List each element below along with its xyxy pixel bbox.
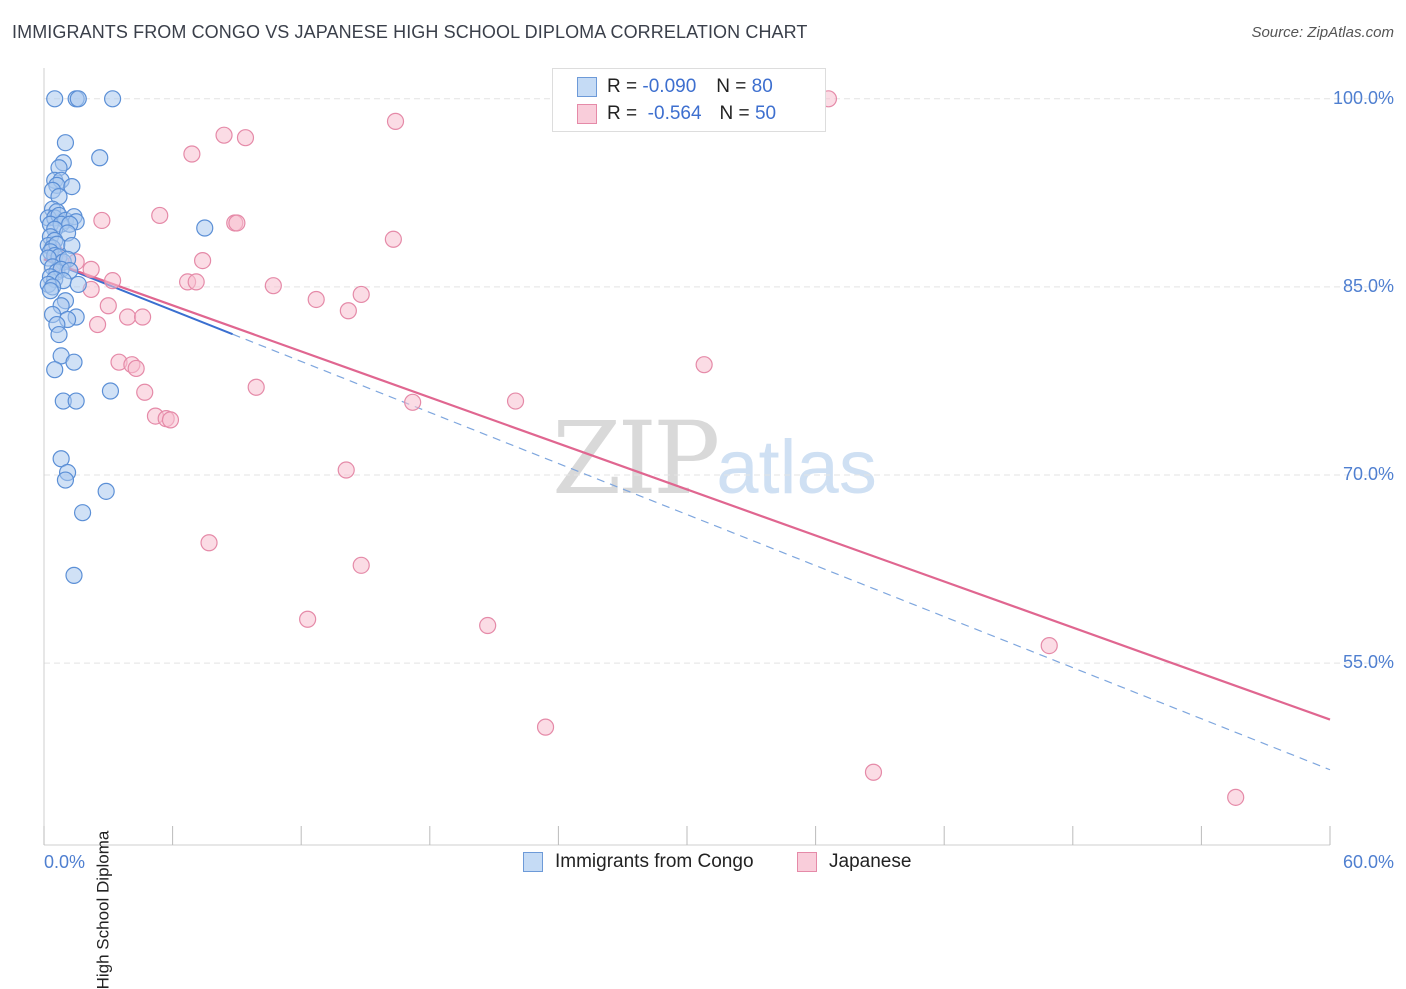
data-point-japanese <box>183 145 201 163</box>
series-legend: Immigrants from Congo Japanese <box>0 851 1406 879</box>
data-point-congo <box>41 282 60 300</box>
data-point-congo <box>52 450 70 468</box>
legend-congo-swatch <box>523 852 543 872</box>
data-point-japanese <box>264 277 282 295</box>
y-tick-label: 70.0% <box>1342 464 1394 485</box>
n-label-japanese: N = <box>719 103 750 124</box>
data-point-congo <box>65 566 83 584</box>
data-point-congo <box>46 361 64 379</box>
data-point-congo <box>101 382 120 400</box>
data-point-japanese <box>93 211 111 230</box>
r-value-japanese: -0.564 <box>647 103 702 124</box>
y-tick-label: 100.0% <box>1332 87 1394 108</box>
data-point-japanese <box>339 302 357 320</box>
legend-row-japanese: R = -0.564 N = 50 <box>577 102 776 126</box>
data-point-japanese <box>506 392 525 410</box>
data-point-congo <box>65 353 83 371</box>
n-label-congo: N = <box>716 76 747 97</box>
legend-item-congo: Immigrants from Congo <box>523 851 754 873</box>
japanese-swatch <box>577 104 597 124</box>
n-value-congo: 80 <box>751 76 773 97</box>
data-point-congo <box>103 90 122 108</box>
data-point-japanese <box>386 112 405 130</box>
data-point-japanese <box>479 616 497 635</box>
y-tick-label: 85.0% <box>1342 275 1394 296</box>
r-label-congo: R = <box>607 76 638 97</box>
trend-line-congo-dashed <box>232 333 1331 771</box>
data-point-japanese <box>307 290 325 309</box>
data-point-congo <box>63 177 81 196</box>
data-point-japanese <box>247 378 265 396</box>
data-point-congo <box>67 392 85 410</box>
data-point-japanese <box>864 763 883 781</box>
data-point-congo <box>46 90 64 108</box>
y-tick-label: 55.0% <box>1342 652 1394 673</box>
data-point-japanese <box>236 129 255 147</box>
legend-item-japanese: Japanese <box>797 851 911 873</box>
chart-title: IMMIGRANTS FROM CONGO VS JAPANESE HIGH S… <box>12 22 808 42</box>
data-point-japanese <box>352 285 370 304</box>
data-point-japanese <box>151 206 169 225</box>
data-point-japanese <box>103 272 122 290</box>
data-point-japanese <box>200 534 218 552</box>
data-point-congo <box>97 482 115 500</box>
r-label-japanese: R = <box>607 103 638 124</box>
data-point-japanese <box>536 718 555 736</box>
data-point-japanese <box>299 610 317 628</box>
data-point-japanese <box>337 461 355 479</box>
data-point-japanese <box>194 251 212 270</box>
data-point-japanese <box>133 308 152 326</box>
data-point-congo <box>91 149 109 167</box>
data-point-congo <box>69 90 87 108</box>
data-point-japanese <box>215 126 233 144</box>
data-point-japanese <box>161 411 180 429</box>
data-point-japanese <box>127 359 145 378</box>
data-point-japanese <box>1040 636 1058 655</box>
data-point-congo <box>73 504 92 522</box>
data-point-congo <box>196 219 214 237</box>
trend-line-japanese <box>43 258 1331 721</box>
data-point-japanese <box>82 260 100 278</box>
x-tick-label: 60.0% <box>1342 852 1394 872</box>
data-point-japanese <box>228 214 246 232</box>
x-tick-label: 0.0% <box>44 852 86 872</box>
data-point-japanese <box>695 356 713 374</box>
legend-japanese-label: Japanese <box>829 851 912 872</box>
congo-swatch <box>577 77 597 97</box>
r-value-congo: -0.090 <box>642 76 697 97</box>
legend-row-congo: R = -0.090 N = 80 <box>577 75 773 99</box>
data-point-japanese <box>404 393 422 411</box>
data-point-japanese <box>1227 788 1245 806</box>
data-point-congo <box>56 471 75 489</box>
legend-japanese-swatch <box>797 852 817 872</box>
correlation-legend: R = -0.090 N = 80 R = -0.564 N = 50 <box>552 68 826 132</box>
data-point-japanese <box>88 315 107 334</box>
data-point-japanese <box>99 297 117 315</box>
n-value-japanese: 50 <box>754 103 777 124</box>
data-point-congo <box>50 325 68 344</box>
data-point-japanese <box>352 556 370 574</box>
data-point-japanese <box>384 230 402 248</box>
legend-congo-label: Immigrants from Congo <box>555 851 754 872</box>
data-point-japanese <box>136 383 154 401</box>
source-label: Source: ZipAtlas.com <box>1251 24 1394 41</box>
data-point-japanese <box>187 273 205 291</box>
data-point-congo <box>56 134 75 152</box>
scatter-plot <box>39 68 1392 846</box>
data-point-congo <box>69 275 87 294</box>
data-point-japanese <box>118 308 137 326</box>
